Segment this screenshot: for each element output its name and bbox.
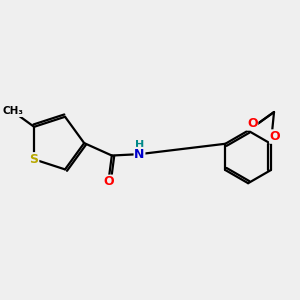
Text: N: N	[134, 148, 145, 161]
Text: S: S	[30, 153, 39, 166]
Text: O: O	[270, 130, 280, 143]
Text: H: H	[135, 140, 144, 150]
Text: O: O	[247, 117, 258, 130]
Text: O: O	[103, 175, 114, 188]
Text: CH₃: CH₃	[2, 106, 23, 116]
